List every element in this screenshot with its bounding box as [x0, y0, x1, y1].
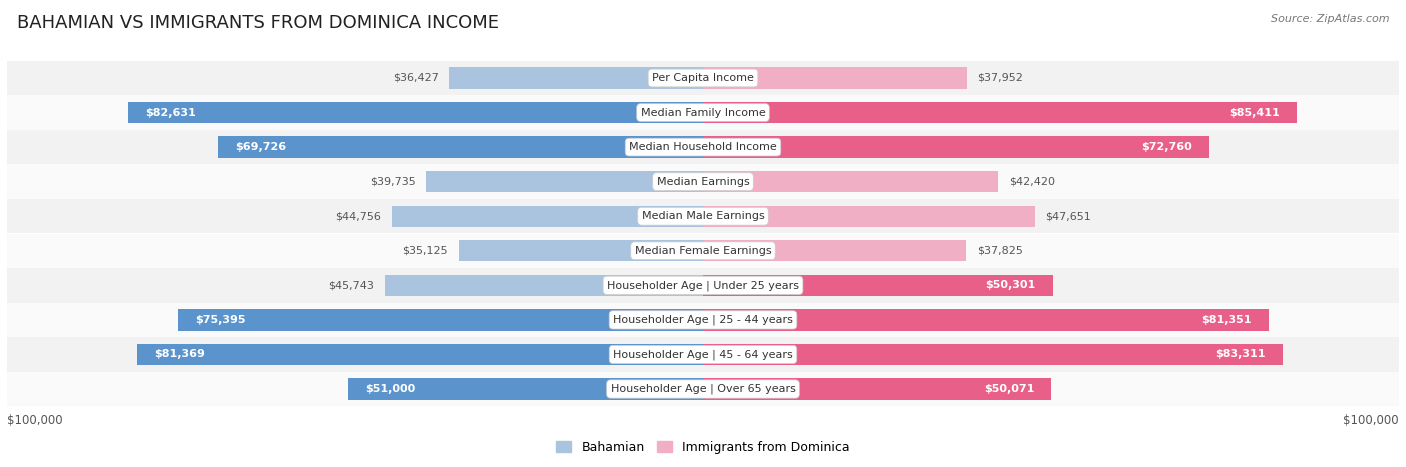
Text: $39,735: $39,735 — [370, 177, 416, 187]
Bar — [703, 378, 1052, 400]
Text: $50,301: $50,301 — [986, 280, 1036, 290]
Text: $72,760: $72,760 — [1142, 142, 1192, 152]
Text: Median Household Income: Median Household Income — [628, 142, 778, 152]
Text: $50,071: $50,071 — [984, 384, 1033, 394]
Text: Median Female Earnings: Median Female Earnings — [634, 246, 772, 256]
Bar — [703, 136, 1209, 158]
Bar — [703, 240, 966, 262]
Text: Median Family Income: Median Family Income — [641, 107, 765, 118]
Text: $82,631: $82,631 — [145, 107, 195, 118]
Bar — [450, 67, 703, 89]
Text: $51,000: $51,000 — [366, 384, 416, 394]
Text: $85,411: $85,411 — [1229, 107, 1279, 118]
Bar — [179, 309, 703, 331]
Bar — [458, 240, 703, 262]
Text: Median Earnings: Median Earnings — [657, 177, 749, 187]
Bar — [391, 205, 703, 227]
Text: $47,651: $47,651 — [1045, 211, 1091, 221]
Bar — [7, 199, 1399, 234]
Text: $35,125: $35,125 — [402, 246, 449, 256]
Text: Source: ZipAtlas.com: Source: ZipAtlas.com — [1271, 14, 1389, 24]
Text: Householder Age | Over 65 years: Householder Age | Over 65 years — [610, 384, 796, 394]
Bar — [7, 372, 1399, 406]
Bar — [703, 171, 998, 192]
Text: $37,952: $37,952 — [977, 73, 1024, 83]
Bar — [7, 303, 1399, 337]
Bar — [218, 136, 703, 158]
Text: $36,427: $36,427 — [394, 73, 439, 83]
Bar — [349, 378, 703, 400]
Bar — [426, 171, 703, 192]
Text: Householder Age | 45 - 64 years: Householder Age | 45 - 64 years — [613, 349, 793, 360]
Bar — [7, 95, 1399, 130]
Text: Householder Age | Under 25 years: Householder Age | Under 25 years — [607, 280, 799, 290]
Bar — [7, 164, 1399, 199]
Bar — [7, 61, 1399, 95]
Text: $83,311: $83,311 — [1215, 349, 1265, 360]
Text: $42,420: $42,420 — [1008, 177, 1054, 187]
Text: $100,000: $100,000 — [1343, 414, 1399, 427]
Bar — [385, 275, 703, 296]
Bar — [703, 102, 1298, 123]
Text: $45,743: $45,743 — [329, 280, 374, 290]
Text: $100,000: $100,000 — [7, 414, 63, 427]
Bar — [7, 268, 1399, 303]
Text: $75,395: $75,395 — [195, 315, 246, 325]
Bar — [703, 309, 1270, 331]
Bar — [703, 67, 967, 89]
Legend: Bahamian, Immigrants from Dominica: Bahamian, Immigrants from Dominica — [551, 436, 855, 459]
Text: Per Capita Income: Per Capita Income — [652, 73, 754, 83]
Bar — [7, 234, 1399, 268]
Text: $37,825: $37,825 — [977, 246, 1022, 256]
Bar — [7, 130, 1399, 164]
Bar — [128, 102, 703, 123]
Text: Householder Age | 25 - 44 years: Householder Age | 25 - 44 years — [613, 315, 793, 325]
Text: Median Male Earnings: Median Male Earnings — [641, 211, 765, 221]
Text: $44,756: $44,756 — [335, 211, 381, 221]
Bar — [136, 344, 703, 365]
Text: $81,369: $81,369 — [155, 349, 205, 360]
Bar — [703, 205, 1035, 227]
Bar — [703, 344, 1282, 365]
Text: BAHAMIAN VS IMMIGRANTS FROM DOMINICA INCOME: BAHAMIAN VS IMMIGRANTS FROM DOMINICA INC… — [17, 14, 499, 32]
Bar — [7, 337, 1399, 372]
Text: $81,351: $81,351 — [1201, 315, 1251, 325]
Bar — [703, 275, 1053, 296]
Text: $69,726: $69,726 — [235, 142, 287, 152]
